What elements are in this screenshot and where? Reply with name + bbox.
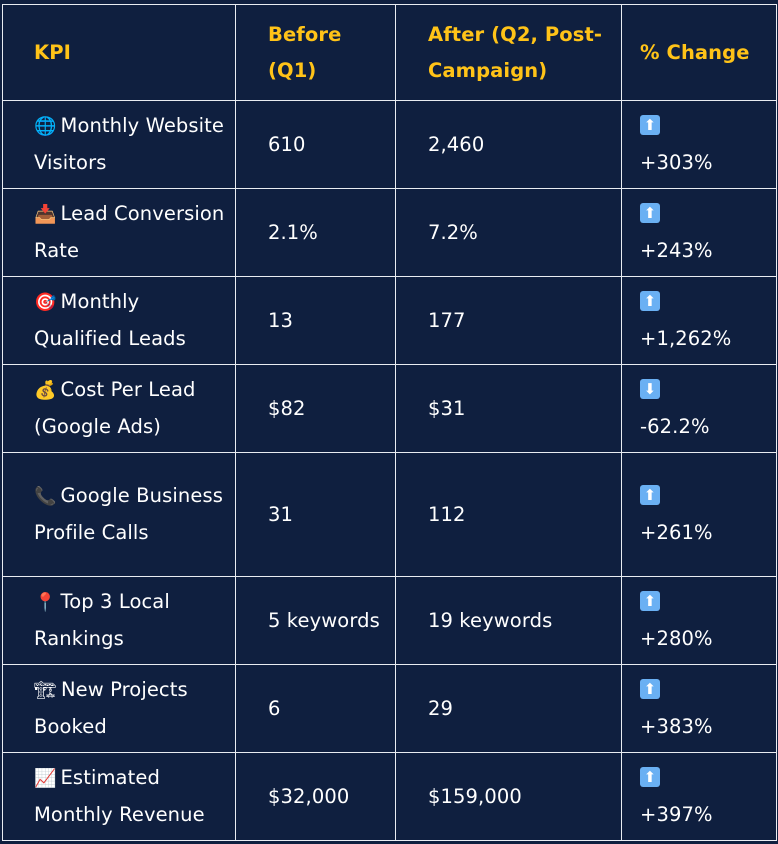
chart-increasing-icon: 📈 bbox=[34, 768, 57, 789]
kpi-cell: 💰 Cost Per Lead (Google Ads) bbox=[2, 364, 236, 453]
table-row: 🌐 Monthly Website Visitors 610 2,460 ⬆ +30… bbox=[2, 100, 777, 189]
change-cell: ⬆ +397% bbox=[621, 752, 777, 841]
change-value: +397% bbox=[640, 802, 713, 826]
up-arrow-icon: ⬆ bbox=[640, 767, 660, 787]
table-row: 🎯 Monthly Qualified Leads 13 177 ⬆ +1,262% bbox=[2, 276, 777, 365]
change-value: +243% bbox=[640, 238, 713, 262]
kpi-label: New Projects Booked bbox=[34, 678, 188, 738]
change-value: +1,262% bbox=[640, 326, 732, 350]
up-arrow-icon: ⬆ bbox=[640, 291, 660, 311]
header-after: After (Q2, Post-Campaign) bbox=[395, 4, 622, 101]
kpi-label: Google Business Profile Calls bbox=[34, 484, 223, 544]
change-cell: ⬆ +280% bbox=[621, 576, 777, 665]
change-value: +383% bbox=[640, 714, 713, 738]
kpi-label: Cost Per Lead (Google Ads) bbox=[34, 378, 196, 438]
after-value: 112 bbox=[395, 452, 622, 577]
kpi-label: Monthly Qualified Leads bbox=[34, 290, 186, 350]
kpi-cell: 🎯 Monthly Qualified Leads bbox=[2, 276, 236, 365]
table-body: 🌐 Monthly Website Visitors 610 2,460 ⬆ +30… bbox=[2, 100, 777, 841]
change-cell: ⬆ +303% bbox=[621, 100, 777, 189]
after-value: $31 bbox=[395, 364, 622, 453]
kpi-cell: 📍 Top 3 Local Rankings bbox=[2, 576, 236, 665]
after-value: 7.2% bbox=[395, 188, 622, 277]
header-kpi: KPI bbox=[2, 4, 236, 101]
up-arrow-icon: ⬆ bbox=[640, 203, 660, 223]
up-arrow-icon: ⬆ bbox=[640, 591, 660, 611]
before-value: 610 bbox=[235, 100, 396, 189]
construction-icon: 🏗 bbox=[34, 680, 57, 701]
table-row: 📞 Google Business Profile Calls 31 112 ⬆ +… bbox=[2, 452, 777, 577]
table-row: 📍 Top 3 Local Rankings 5 keywords 19 keyw… bbox=[2, 576, 777, 665]
after-value: 2,460 bbox=[395, 100, 622, 189]
change-value: +280% bbox=[640, 626, 713, 650]
table-row: 📥 Lead Conversion Rate 2.1% 7.2% ⬆ +243% bbox=[2, 188, 777, 277]
before-value: $82 bbox=[235, 364, 396, 453]
pin-icon: 📍 bbox=[34, 592, 57, 613]
kpi-table: KPI Before (Q1) After (Q2, Post-Campaign… bbox=[2, 4, 777, 841]
after-value: 19 keywords bbox=[395, 576, 622, 665]
before-value: $32,000 bbox=[235, 752, 396, 841]
before-value: 13 bbox=[235, 276, 396, 365]
phone-icon: 📞 bbox=[34, 486, 57, 507]
inbox-tray-icon: 📥 bbox=[34, 204, 57, 225]
table-row: 💰 Cost Per Lead (Google Ads) $82 $31 ⬇ -62… bbox=[2, 364, 777, 453]
after-value: $159,000 bbox=[395, 752, 622, 841]
change-cell: ⬆ +243% bbox=[621, 188, 777, 277]
target-icon: 🎯 bbox=[34, 292, 57, 313]
up-arrow-icon: ⬆ bbox=[640, 485, 660, 505]
before-value: 6 bbox=[235, 664, 396, 753]
header-row: KPI Before (Q1) After (Q2, Post-Campaign… bbox=[2, 4, 777, 101]
before-value: 2.1% bbox=[235, 188, 396, 277]
change-value: +261% bbox=[640, 520, 713, 544]
kpi-label: Lead Conversion Rate bbox=[34, 202, 225, 262]
kpi-label: Top 3 Local Rankings bbox=[34, 590, 170, 650]
before-value: 5 keywords bbox=[235, 576, 396, 665]
kpi-cell: 📥 Lead Conversion Rate bbox=[2, 188, 236, 277]
change-cell: ⬆ +261% bbox=[621, 452, 777, 577]
change-cell: ⬇ -62.2% bbox=[621, 364, 777, 453]
after-value: 29 bbox=[395, 664, 622, 753]
kpi-label: Monthly Website Visitors bbox=[34, 114, 225, 174]
globe-icon: 🌐 bbox=[34, 116, 57, 137]
kpi-cell: 📞 Google Business Profile Calls bbox=[2, 452, 236, 577]
change-cell: ⬆ +1,262% bbox=[621, 276, 777, 365]
before-value: 31 bbox=[235, 452, 396, 577]
change-cell: ⬆ +383% bbox=[621, 664, 777, 753]
change-value: +303% bbox=[640, 150, 713, 174]
up-arrow-icon: ⬆ bbox=[640, 115, 660, 135]
change-value: -62.2% bbox=[640, 414, 710, 438]
up-arrow-icon: ⬆ bbox=[640, 679, 660, 699]
kpi-cell: 🌐 Monthly Website Visitors bbox=[2, 100, 236, 189]
header-before: Before (Q1) bbox=[235, 4, 396, 101]
down-arrow-icon: ⬇ bbox=[640, 379, 660, 399]
table-row: 📈 Estimated Monthly Revenue $32,000 $159,… bbox=[2, 752, 777, 841]
kpi-label: Estimated Monthly Revenue bbox=[34, 766, 205, 826]
table-header: KPI Before (Q1) After (Q2, Post-Campaign… bbox=[2, 4, 777, 101]
kpi-cell: 📈 Estimated Monthly Revenue bbox=[2, 752, 236, 841]
kpi-cell: 🏗 New Projects Booked bbox=[2, 664, 236, 753]
money-bag-icon: 💰 bbox=[34, 380, 57, 401]
after-value: 177 bbox=[395, 276, 622, 365]
table-row: 🏗 New Projects Booked 6 29 ⬆ +383% bbox=[2, 664, 777, 753]
header-change: % Change bbox=[621, 4, 777, 101]
